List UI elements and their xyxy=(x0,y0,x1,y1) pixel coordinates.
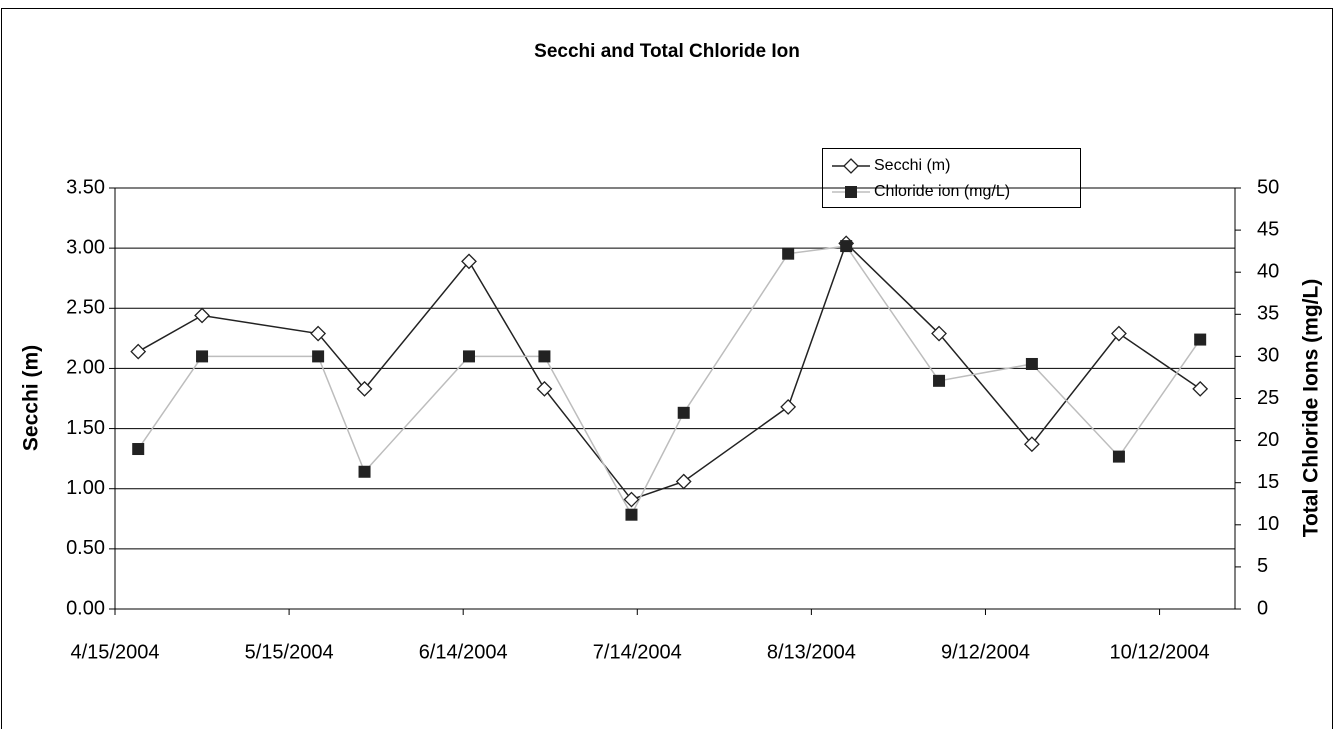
y-tick-label: 2.00 xyxy=(66,357,105,379)
y2-tick-label: 5 xyxy=(1257,555,1268,577)
series-line xyxy=(137,241,1201,501)
data-point xyxy=(132,443,145,456)
data-point xyxy=(461,253,477,270)
y-tick-label: 3.50 xyxy=(66,176,105,198)
data-point xyxy=(1194,333,1207,346)
y2-tick-label: 35 xyxy=(1257,303,1279,325)
data-point xyxy=(1111,325,1127,342)
data-point xyxy=(310,325,327,342)
legend-label: Secchi (m) xyxy=(874,157,950,174)
y-tick-label: 3.00 xyxy=(66,236,105,258)
data-point xyxy=(536,380,553,397)
x-tick-label: 4/15/2004 xyxy=(71,641,160,663)
x-tick-label: 8/13/2004 xyxy=(767,641,856,663)
data-point xyxy=(1025,357,1038,370)
x-tick-label: 7/14/2004 xyxy=(593,641,682,663)
data-point xyxy=(623,491,640,508)
legend-marker xyxy=(845,186,857,198)
y2-axis-title: Total Chloride Ions (mg/L) xyxy=(1300,279,1323,538)
y2-tick-label: 30 xyxy=(1257,345,1279,367)
y2-tick-label: 50 xyxy=(1257,176,1279,198)
x-tick-label: 5/15/2004 xyxy=(245,641,334,663)
y-tick-label: 2.50 xyxy=(66,297,105,319)
legend-marker xyxy=(843,158,859,174)
x-tick-label: 6/14/2004 xyxy=(419,641,508,663)
y2-tick-label: 40 xyxy=(1257,260,1279,282)
legend-box xyxy=(822,148,1081,208)
data-point xyxy=(780,399,797,415)
data-point xyxy=(356,380,373,397)
chart-border xyxy=(1,8,1333,729)
y-axis-title: Secchi (m) xyxy=(20,345,43,451)
data-point xyxy=(462,350,475,363)
y2-tick-label: 20 xyxy=(1257,429,1279,451)
data-point xyxy=(931,325,947,342)
data-point xyxy=(933,374,946,387)
data-point xyxy=(840,240,853,253)
y2-tick-label: 15 xyxy=(1257,471,1279,493)
legend-label: Chloride ion (mg/L) xyxy=(874,183,1010,200)
data-point xyxy=(194,307,210,324)
data-point xyxy=(1023,436,1040,453)
data-point xyxy=(312,350,325,363)
y2-tick-label: 45 xyxy=(1257,218,1279,240)
y-tick-label: 1.50 xyxy=(66,417,105,439)
series-line xyxy=(137,245,1201,517)
data-point xyxy=(358,465,371,478)
data-point xyxy=(1112,450,1125,463)
data-point xyxy=(196,350,209,363)
data-point xyxy=(625,508,638,521)
chart-title: Secchi and Total Chloride Ion xyxy=(534,41,800,62)
y-tick-label: 0.00 xyxy=(66,597,105,619)
y2-tick-label: 25 xyxy=(1257,387,1279,409)
data-point xyxy=(130,343,147,360)
x-tick-label: 9/12/2004 xyxy=(941,641,1030,663)
y2-tick-label: 0 xyxy=(1257,597,1268,619)
x-tick-label: 10/12/2004 xyxy=(1110,641,1210,663)
y-tick-label: 0.50 xyxy=(66,537,105,559)
data-point xyxy=(1192,380,1209,397)
data-point xyxy=(675,473,692,490)
y-tick-label: 1.00 xyxy=(66,477,105,499)
data-point xyxy=(538,350,551,363)
y2-tick-label: 10 xyxy=(1257,513,1279,535)
data-point xyxy=(782,247,795,260)
data-point xyxy=(677,406,690,419)
